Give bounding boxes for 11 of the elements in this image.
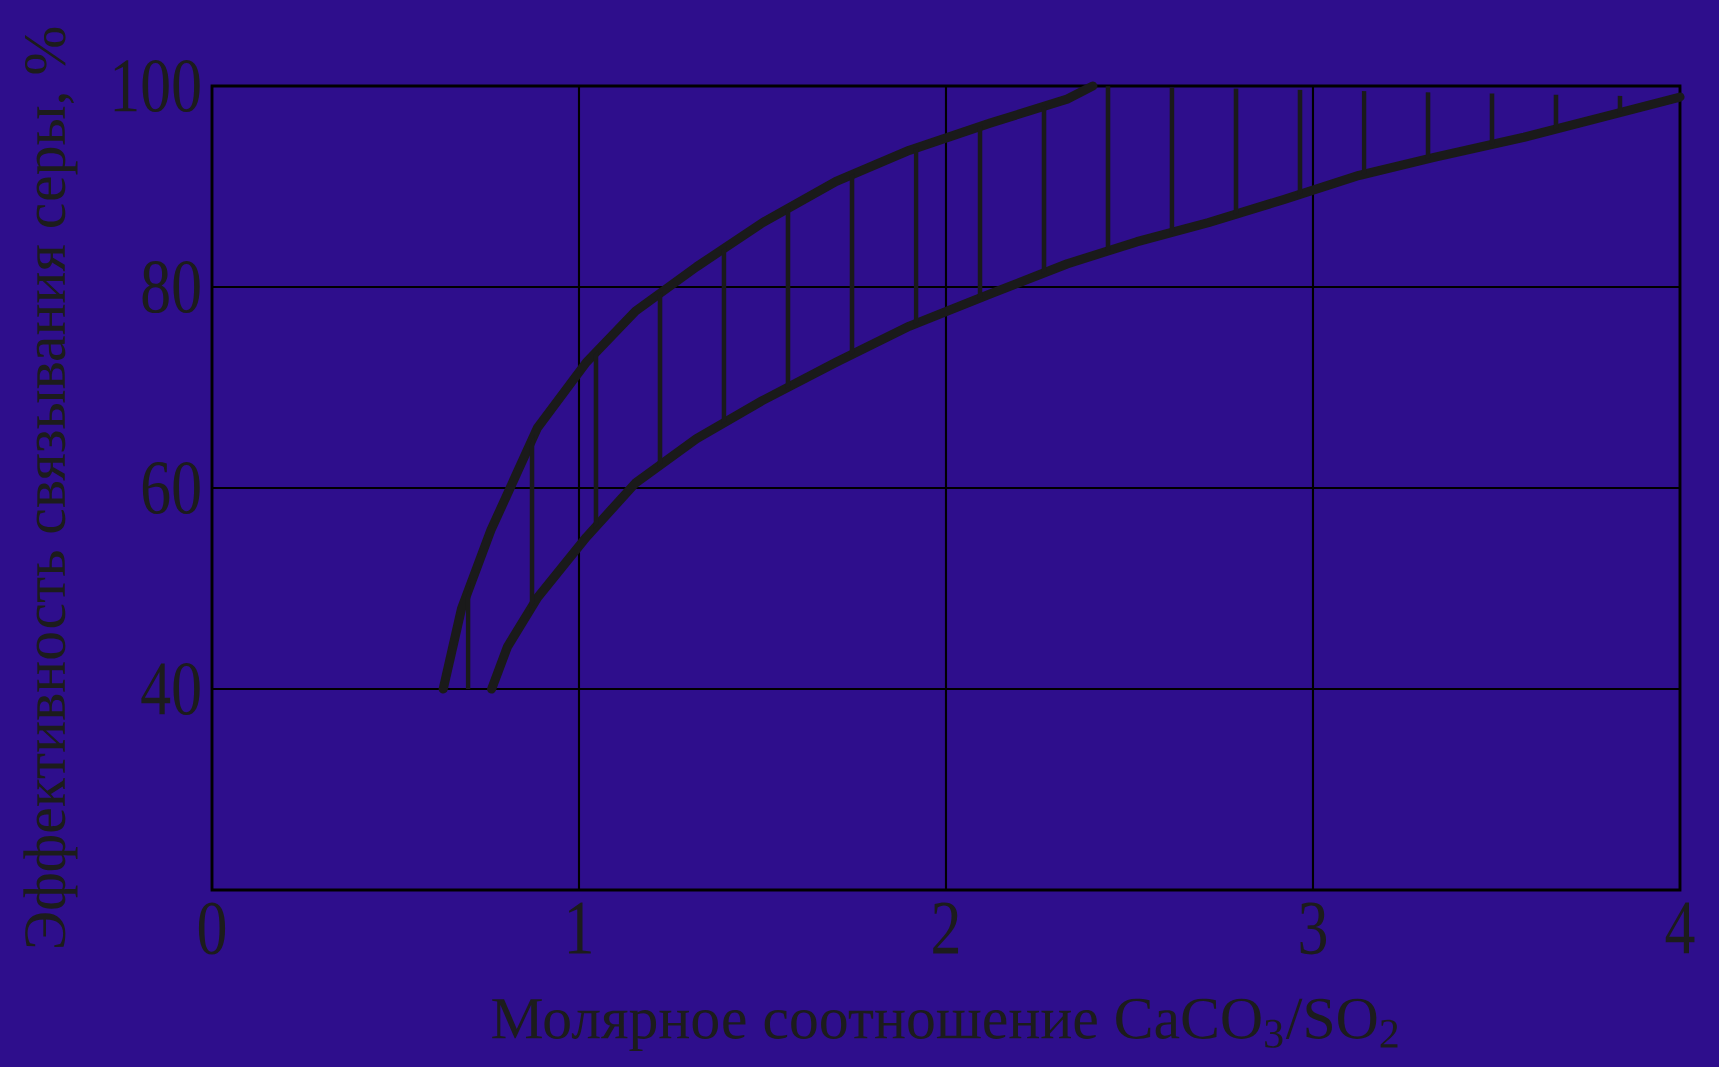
x-axis-title: Молярное соотношение CaCO$_{3}$/SO$_{2}$ <box>492 998 1398 1052</box>
y-tick-label: 60 <box>142 461 200 515</box>
y-axis-title: Эффективность связывания серы, % <box>23 27 78 948</box>
x-tick-label: 3 <box>1300 902 1327 955</box>
x-tick-label: 2 <box>933 902 959 954</box>
x-tick-label: 0 <box>198 902 226 955</box>
y-tick-label: 40 <box>141 662 200 716</box>
y-tick-label: 100 <box>114 59 200 113</box>
x-tick-label: 4 <box>1665 902 1695 954</box>
x-tick-label: 1 <box>568 902 591 954</box>
y-tick-label: 80 <box>142 260 200 314</box>
